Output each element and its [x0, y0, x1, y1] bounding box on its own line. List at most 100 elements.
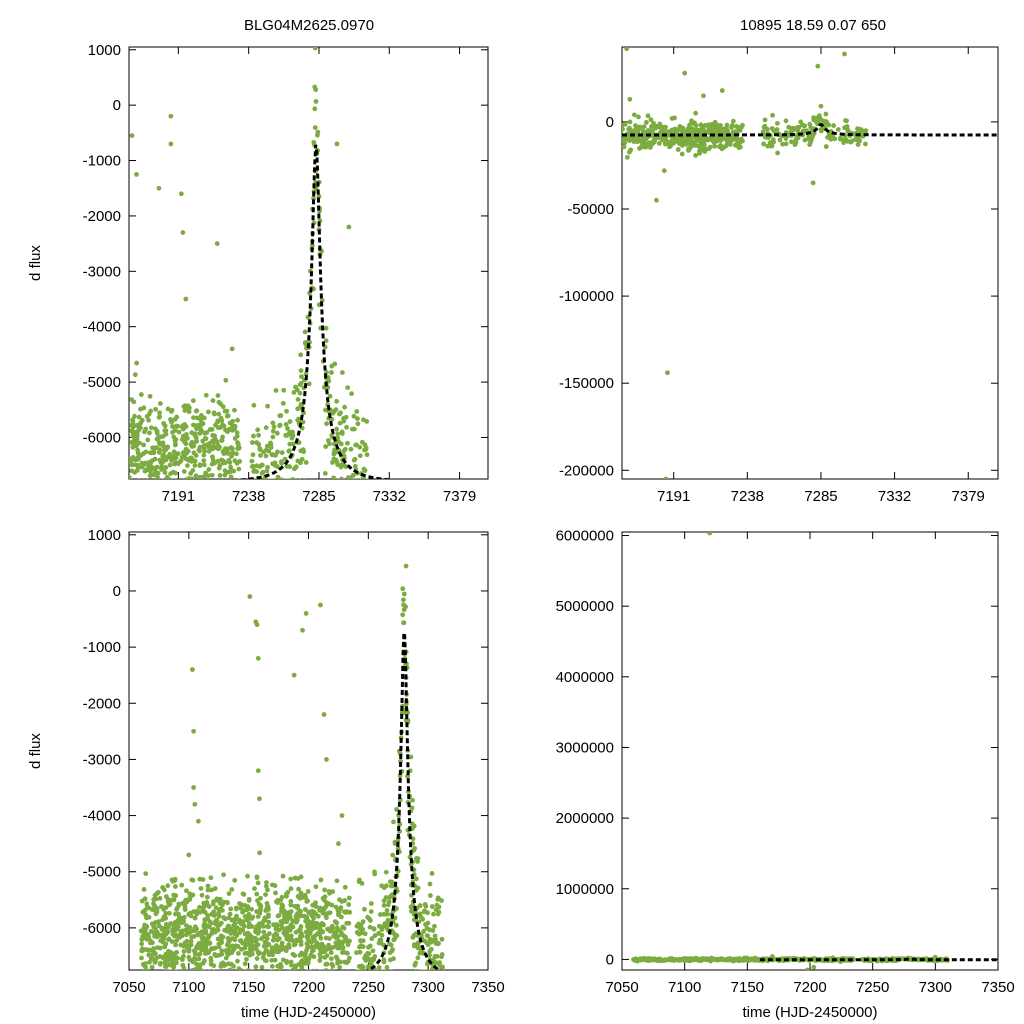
data-point [176, 429, 182, 435]
data-point [661, 957, 666, 963]
data-point [334, 426, 340, 432]
data-point [806, 136, 811, 142]
data-point [187, 957, 193, 963]
data-point [329, 956, 334, 962]
data-point [439, 898, 444, 903]
data-point [286, 944, 292, 950]
data-point [224, 450, 229, 456]
data-point [334, 925, 340, 931]
data-point [339, 462, 344, 468]
data-point [323, 444, 329, 450]
y-tick-label: 4000000 [556, 669, 614, 686]
data-point [159, 932, 165, 938]
data-point [143, 871, 149, 877]
data-point [372, 954, 378, 959]
data-point [802, 128, 807, 134]
data-point [152, 892, 158, 898]
data-point [341, 925, 347, 931]
data-point [260, 469, 266, 475]
panel-bottom-right: 6000000 5000000 4000000 3000000 2000000 10000… [556, 528, 1015, 1021]
data-point [359, 969, 363, 970]
data-point [273, 944, 279, 950]
data-point [138, 420, 144, 426]
data-point [254, 875, 260, 881]
data-point [200, 946, 206, 952]
data-point [300, 627, 305, 633]
data-point [337, 965, 343, 970]
data-point [697, 148, 702, 154]
data-point [187, 969, 191, 970]
data-point [840, 137, 846, 143]
data-point [209, 427, 215, 432]
data-point [179, 969, 183, 970]
data-point [313, 99, 319, 104]
data-point [432, 933, 438, 939]
data-point [223, 377, 229, 383]
data-point [263, 933, 269, 939]
data-point [199, 428, 205, 434]
data-point [194, 438, 199, 444]
data-point [379, 927, 385, 932]
data-point [298, 460, 303, 466]
data-point [259, 936, 264, 942]
data-point [162, 470, 168, 475]
data-point [716, 144, 722, 150]
data-point [265, 403, 270, 409]
data-point [264, 901, 270, 906]
data-point [137, 478, 141, 479]
data-point [225, 429, 230, 435]
data-point [205, 913, 211, 918]
data-point [206, 478, 210, 479]
data-point [129, 460, 133, 466]
data-point [159, 926, 165, 932]
data-point [384, 969, 387, 970]
data-point [268, 445, 274, 450]
data-point [384, 908, 390, 913]
data-point [354, 409, 360, 414]
data-point [686, 140, 692, 146]
data-point [641, 124, 647, 130]
data-point [165, 896, 171, 902]
data-point [381, 903, 387, 908]
data-point [255, 898, 260, 903]
data-point [157, 954, 163, 959]
data-point [641, 139, 647, 145]
data-point [145, 437, 151, 443]
data-point [183, 446, 189, 452]
data-point [427, 881, 433, 887]
data-point [654, 197, 659, 203]
data-point [401, 591, 407, 597]
data-point [254, 956, 260, 961]
data-point [270, 434, 276, 440]
data-point [306, 921, 312, 927]
data-point [307, 910, 312, 916]
data-point [245, 942, 251, 947]
data-point [174, 423, 179, 429]
data-point [246, 896, 252, 902]
data-point [254, 622, 260, 628]
data-point [715, 122, 721, 128]
data-point [430, 928, 436, 933]
data-point [761, 141, 767, 147]
data-point [271, 969, 276, 970]
data-point [298, 352, 304, 358]
data-point [171, 434, 177, 440]
data-point [180, 426, 186, 432]
data-point [228, 906, 234, 912]
data-point [340, 945, 346, 951]
data-point [843, 118, 848, 123]
data-point [322, 887, 328, 893]
data-point [130, 444, 136, 450]
data-point [171, 924, 177, 930]
data-point [362, 931, 368, 937]
data-point [204, 900, 210, 905]
data-point [210, 446, 215, 452]
y-tick-label: -2000 [83, 208, 121, 225]
data-point [191, 933, 197, 939]
data-point [656, 141, 662, 146]
data-point [229, 887, 235, 892]
data-point [231, 923, 237, 928]
data-point [147, 393, 153, 399]
data-point [686, 957, 692, 963]
data-point [329, 902, 335, 908]
